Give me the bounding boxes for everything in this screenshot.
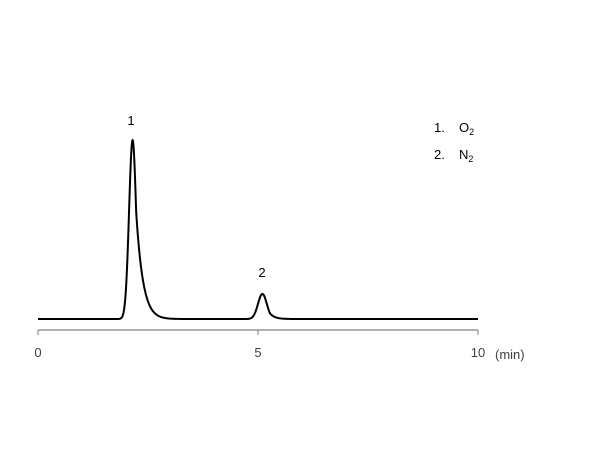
- peak-label-2: 2: [258, 265, 265, 280]
- legend-compound-subscript: 2: [469, 127, 474, 137]
- x-axis-unit: (min): [495, 347, 525, 362]
- legend-compound-symbol: N: [459, 147, 468, 162]
- legend-compound-symbol: O: [459, 120, 469, 135]
- x-tick-label: 0: [34, 345, 41, 360]
- x-tick-label: 5: [254, 345, 261, 360]
- legend: 1. O2 2. N2: [434, 120, 474, 164]
- legend-compound: O2: [459, 120, 474, 137]
- legend-compound: N2: [459, 147, 473, 164]
- legend-compound-subscript: 2: [468, 154, 473, 164]
- peak-label-1: 1: [127, 113, 134, 128]
- legend-entry-2: 2. N2: [434, 147, 473, 164]
- legend-number: 2.: [434, 147, 445, 162]
- legend-number: 1.: [434, 120, 445, 135]
- legend-entry-1: 1. O2: [434, 120, 474, 137]
- x-tick-label: 10: [471, 345, 485, 360]
- chromatogram-trace: [37, 139, 479, 320]
